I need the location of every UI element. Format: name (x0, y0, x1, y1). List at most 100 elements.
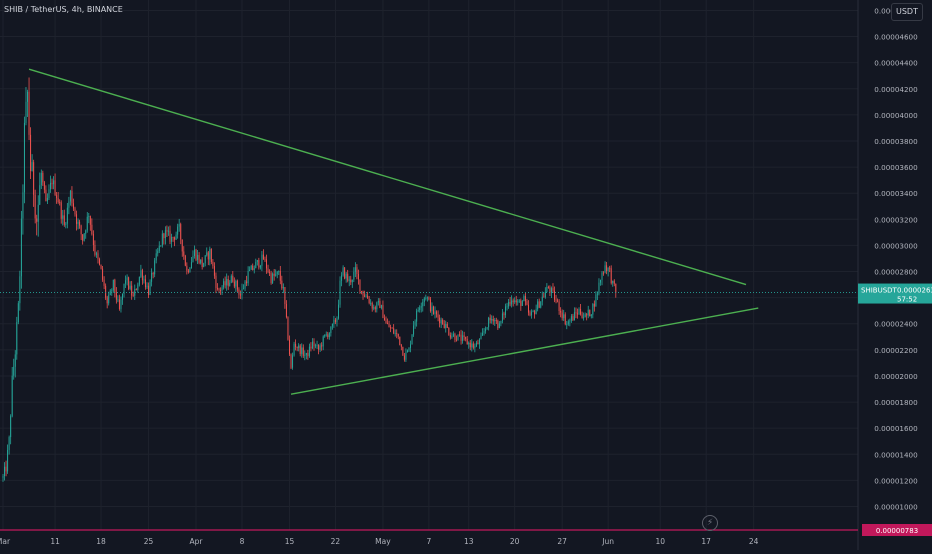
candle-body (566, 324, 568, 326)
candle-body (432, 306, 434, 314)
candle-body (62, 215, 64, 219)
candle-body (238, 289, 240, 295)
candle-body (272, 273, 274, 283)
candle-body (229, 282, 231, 286)
candle-body (189, 268, 191, 273)
candle-body (463, 335, 465, 337)
candle-body (420, 306, 422, 308)
candle-body (578, 309, 580, 315)
candle-body (442, 319, 444, 325)
candle-body (144, 279, 146, 288)
candle-body (295, 343, 297, 348)
candle-body (63, 215, 65, 225)
candle-body (439, 317, 441, 324)
trendline-upper[interactable] (28, 68, 747, 286)
candle-body (416, 310, 418, 322)
candle-body (501, 313, 503, 321)
candle-body (230, 275, 232, 283)
candle-body (49, 182, 51, 190)
x-tick-label: 10 (655, 537, 665, 546)
candle-body (279, 271, 281, 281)
candle-body (504, 306, 506, 316)
y-tick-label: 0.00003000 (874, 241, 918, 250)
candle-body (345, 273, 347, 279)
candle-body (589, 309, 591, 317)
candle-body (518, 300, 520, 302)
candle-body (596, 293, 598, 295)
candle-body (334, 319, 336, 323)
y-tick-label: 0.00004200 (874, 85, 918, 94)
candle-body (28, 91, 30, 135)
candle-body (7, 449, 9, 472)
candle-body (94, 245, 96, 255)
candle-body (475, 342, 477, 347)
candle-body (71, 190, 73, 204)
candle-body (546, 286, 548, 292)
candle-body (584, 314, 586, 318)
candle-body (82, 234, 84, 241)
candle-body (105, 285, 107, 298)
candle-body (132, 295, 134, 297)
candle-body (410, 344, 412, 348)
candle-body (601, 272, 603, 280)
candle-body (152, 272, 154, 275)
candle-body (550, 288, 552, 293)
y-tick-label: 0.00002800 (874, 268, 918, 277)
candle-body (520, 300, 522, 306)
candle-body (327, 334, 329, 338)
candle-body (364, 295, 366, 297)
candle-body (92, 234, 94, 246)
candle-body (91, 224, 93, 235)
candle-body (391, 327, 393, 329)
candle-body (48, 189, 50, 198)
candle-body (180, 224, 182, 240)
candle-body (374, 307, 376, 310)
candle-body (83, 233, 85, 241)
candle-body (304, 354, 306, 356)
trendline-lower[interactable] (290, 307, 759, 395)
candle-body (322, 336, 324, 347)
candle-body (33, 162, 35, 195)
candle-body (491, 319, 493, 321)
candle-body (287, 317, 289, 340)
y-tick-label: 0.00003800 (874, 137, 918, 146)
candle-body (365, 295, 367, 297)
candle-body (429, 299, 431, 312)
candle-body (431, 306, 433, 312)
candle-body (31, 162, 33, 172)
y-tick-label: 0.00004600 (874, 33, 918, 42)
candle-body (449, 334, 451, 338)
candle-body (226, 279, 228, 286)
candle-body (197, 255, 199, 260)
candle-body (69, 190, 71, 202)
candle-body (460, 334, 462, 341)
candle-body (436, 311, 438, 315)
candle-body (13, 366, 15, 376)
candle-body (210, 248, 212, 262)
candle-body (259, 265, 261, 268)
candle-body (166, 230, 168, 232)
candle-body (305, 352, 307, 355)
lightning-icon[interactable]: ⚡ (702, 515, 718, 531)
candle-body (194, 249, 195, 257)
candle-body (79, 221, 81, 226)
candle-body (549, 287, 551, 293)
candle-body (42, 172, 44, 183)
candle-body (129, 285, 131, 289)
candle-body (462, 335, 464, 341)
candle-body (157, 251, 159, 254)
candle-body (138, 276, 140, 285)
currency-button[interactable]: USDT (891, 3, 923, 21)
symbol-title[interactable]: SHIB / TetherUS, 4h, BINANCE (4, 5, 123, 14)
candle-body (160, 245, 162, 247)
candle-body (480, 335, 482, 340)
candle-body (331, 323, 333, 327)
candle-body (285, 304, 287, 318)
candle-body (278, 271, 280, 272)
candle-body (239, 294, 241, 296)
candle-body (599, 279, 601, 283)
x-tick-label: 27 (557, 537, 567, 546)
candle-body (575, 312, 577, 314)
